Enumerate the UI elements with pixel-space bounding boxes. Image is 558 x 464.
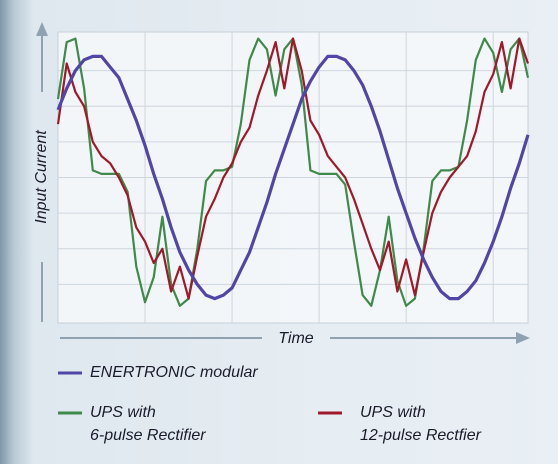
legend-label: UPS with 6-pulse Rectifier xyxy=(90,401,206,447)
legend-label: UPS with 12-pulse Rectfier xyxy=(360,401,481,447)
legend-label: ENERTRONIC modular xyxy=(90,361,258,384)
page: Input Current Time UPS with 6-pulse Rect… xyxy=(0,0,558,464)
y-axis-arrow xyxy=(36,22,48,36)
chart: Input Current Time xyxy=(0,0,558,464)
x-axis-label: Time xyxy=(278,330,314,347)
y-axis-label: Input Current xyxy=(33,130,50,224)
x-axis-arrow xyxy=(516,332,530,344)
